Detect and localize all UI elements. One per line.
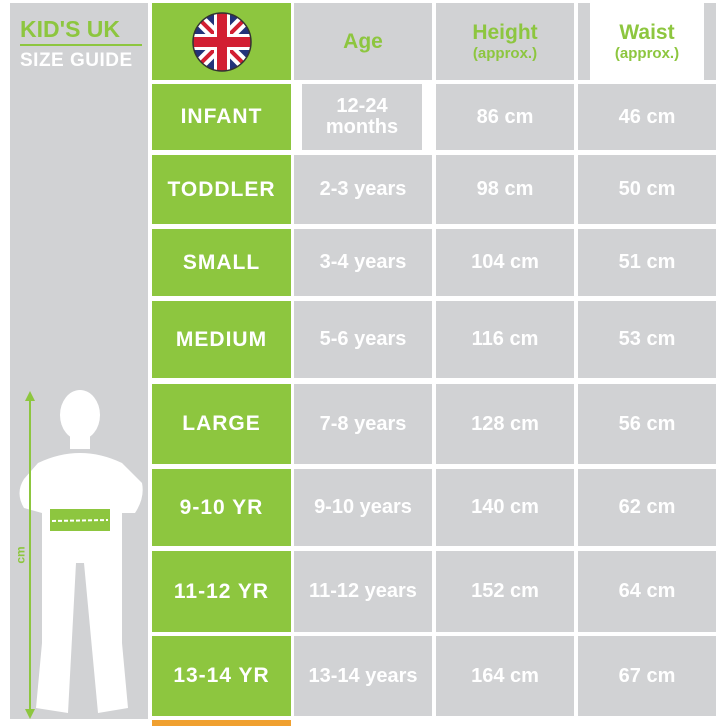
brand-title: KID'S UK <box>20 16 121 42</box>
row-size-cell: LARGE <box>152 384 291 464</box>
row-age-cell: 9-10 years <box>294 469 432 546</box>
row-height-cell: 164 cm <box>436 636 574 716</box>
header-height-sub: (approx.) <box>472 45 538 62</box>
row-waist-cell: 56 cm <box>578 384 716 464</box>
row-waist-cell: 53 cm <box>578 301 716 378</box>
row-size-cell: MEDIUM <box>152 301 291 378</box>
uk-flag-icon <box>191 11 252 72</box>
header-waist-label: Waist <box>619 21 675 44</box>
row-size-cell: 13-14 YR <box>152 636 291 716</box>
bottom-strip <box>152 720 291 726</box>
flag-cell <box>152 3 291 80</box>
row-waist-cell: 67 cm <box>578 636 716 716</box>
row-waist-cell: 62 cm <box>578 469 716 546</box>
row-age-cell: 3-4 years <box>294 229 432 296</box>
row-age-cell: 5-6 years <box>294 301 432 378</box>
row-size-cell: INFANT <box>152 84 291 150</box>
row-height-cell: 116 cm <box>436 301 574 378</box>
row-size-cell: 11-12 YR <box>152 551 291 632</box>
row-waist-cell: 46 cm <box>578 84 716 150</box>
header-height-label: Height <box>472 21 538 44</box>
header-waist-sub: (approx.) <box>614 45 680 62</box>
header-age: Age <box>294 3 432 80</box>
row-height-cell: 86 cm <box>436 84 574 150</box>
row-age-cell: 13-14 years <box>294 636 432 716</box>
row-waist-cell: 64 cm <box>578 551 716 632</box>
axis-label: cm <box>13 546 28 564</box>
row-waist-cell: 50 cm <box>578 155 716 224</box>
row-size-cell: 9-10 YR <box>152 469 291 546</box>
row-age-cell: 2-3 years <box>294 155 432 224</box>
row-height-cell: 104 cm <box>436 229 574 296</box>
row-height-cell: 98 cm <box>436 155 574 224</box>
brand-subtitle: SIZE GUIDE <box>20 50 133 71</box>
row-age-cell: 11-12 years <box>294 551 432 632</box>
header-waist: Waist (approx.) <box>578 3 716 80</box>
side-panel: cm <box>10 3 148 719</box>
row-size-cell: SMALL <box>152 229 291 296</box>
row-age-cell: 7-8 years <box>294 384 432 464</box>
row-height-cell: 152 cm <box>436 551 574 632</box>
row-age-cell: 12-24 months <box>302 84 422 150</box>
row-height-cell: 140 cm <box>436 469 574 546</box>
row-waist-cell: 51 cm <box>578 229 716 296</box>
divider <box>20 44 142 46</box>
child-silhouette-icon <box>19 390 143 719</box>
row-size-cell: TODDLER <box>152 155 291 224</box>
row-height-cell: 128 cm <box>436 384 574 464</box>
header-height: Height (approx.) <box>436 3 574 80</box>
